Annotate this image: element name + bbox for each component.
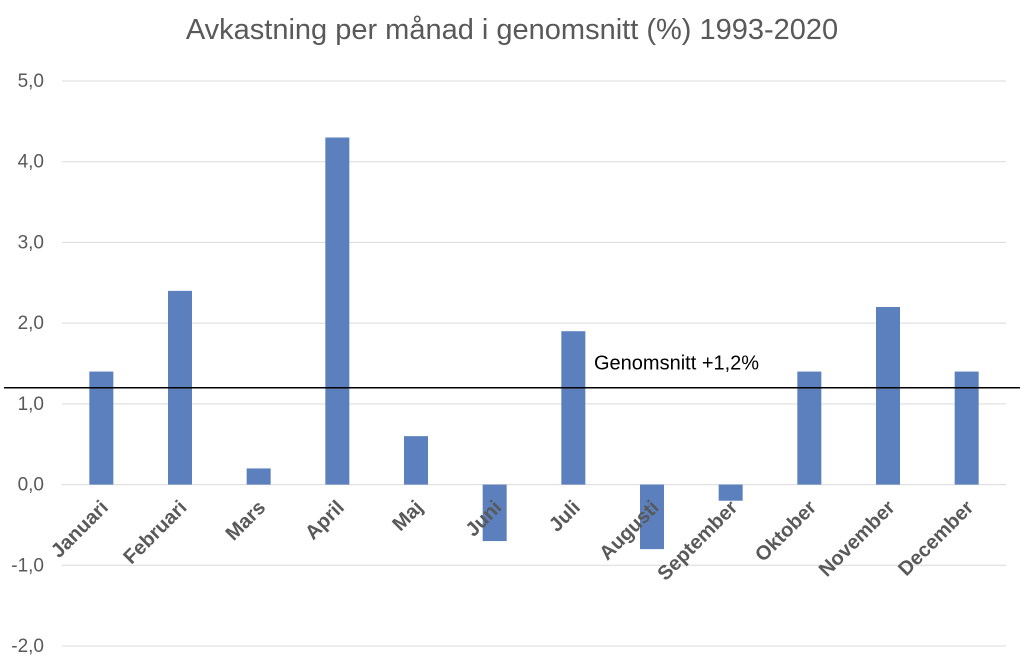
bars xyxy=(89,137,979,550)
y-tick-label: -2,0 xyxy=(11,636,44,657)
x-axis-ticks: Januari Februari Mars April Maj Juni Juli Augus… xyxy=(47,496,978,585)
y-tick-label: 5,0 xyxy=(18,71,44,92)
bar-december xyxy=(954,371,979,485)
y-axis-ticks: -2,0 -1,0 0,0 1,0 2,0 3,0 4,0 5,0 xyxy=(11,71,44,657)
x-tick-label: Februari xyxy=(119,497,191,569)
y-tick-label: 0,0 xyxy=(18,475,44,496)
x-tick-label: November xyxy=(815,496,900,581)
average-annotation: Genomsnitt +1,2% xyxy=(594,353,759,375)
bar-oktober xyxy=(797,371,822,485)
bar-januari xyxy=(89,371,114,485)
x-tick-label: Mars xyxy=(222,497,271,546)
y-tick-label: -1,0 xyxy=(11,555,44,576)
bar-september xyxy=(718,484,743,501)
chart-title: Avkastning per månad i genomsnitt (%) 19… xyxy=(185,14,839,46)
y-tick-label: 3,0 xyxy=(18,232,44,253)
x-tick-label: Juli xyxy=(545,497,585,537)
y-tick-label: 4,0 xyxy=(18,152,44,173)
gridlines xyxy=(62,80,1006,647)
x-tick-label: Januari xyxy=(47,497,113,563)
bar-augusti xyxy=(640,484,664,550)
bar-maj xyxy=(404,436,428,485)
bar-november xyxy=(876,307,900,485)
y-tick-label: 2,0 xyxy=(18,313,44,334)
bar-mars xyxy=(246,468,271,485)
x-tick-label: September xyxy=(654,496,743,585)
x-tick-label: April xyxy=(301,497,349,545)
x-tick-label: Oktober xyxy=(751,496,821,566)
bar-juni xyxy=(482,484,507,542)
x-tick-label: Maj xyxy=(388,497,427,536)
bar-april xyxy=(325,137,350,485)
x-tick-label: December xyxy=(894,496,978,580)
bar-juli xyxy=(561,331,586,485)
y-tick-label: 1,0 xyxy=(18,394,44,415)
reference-line-group: Genomsnitt +1,2% xyxy=(4,353,1020,389)
